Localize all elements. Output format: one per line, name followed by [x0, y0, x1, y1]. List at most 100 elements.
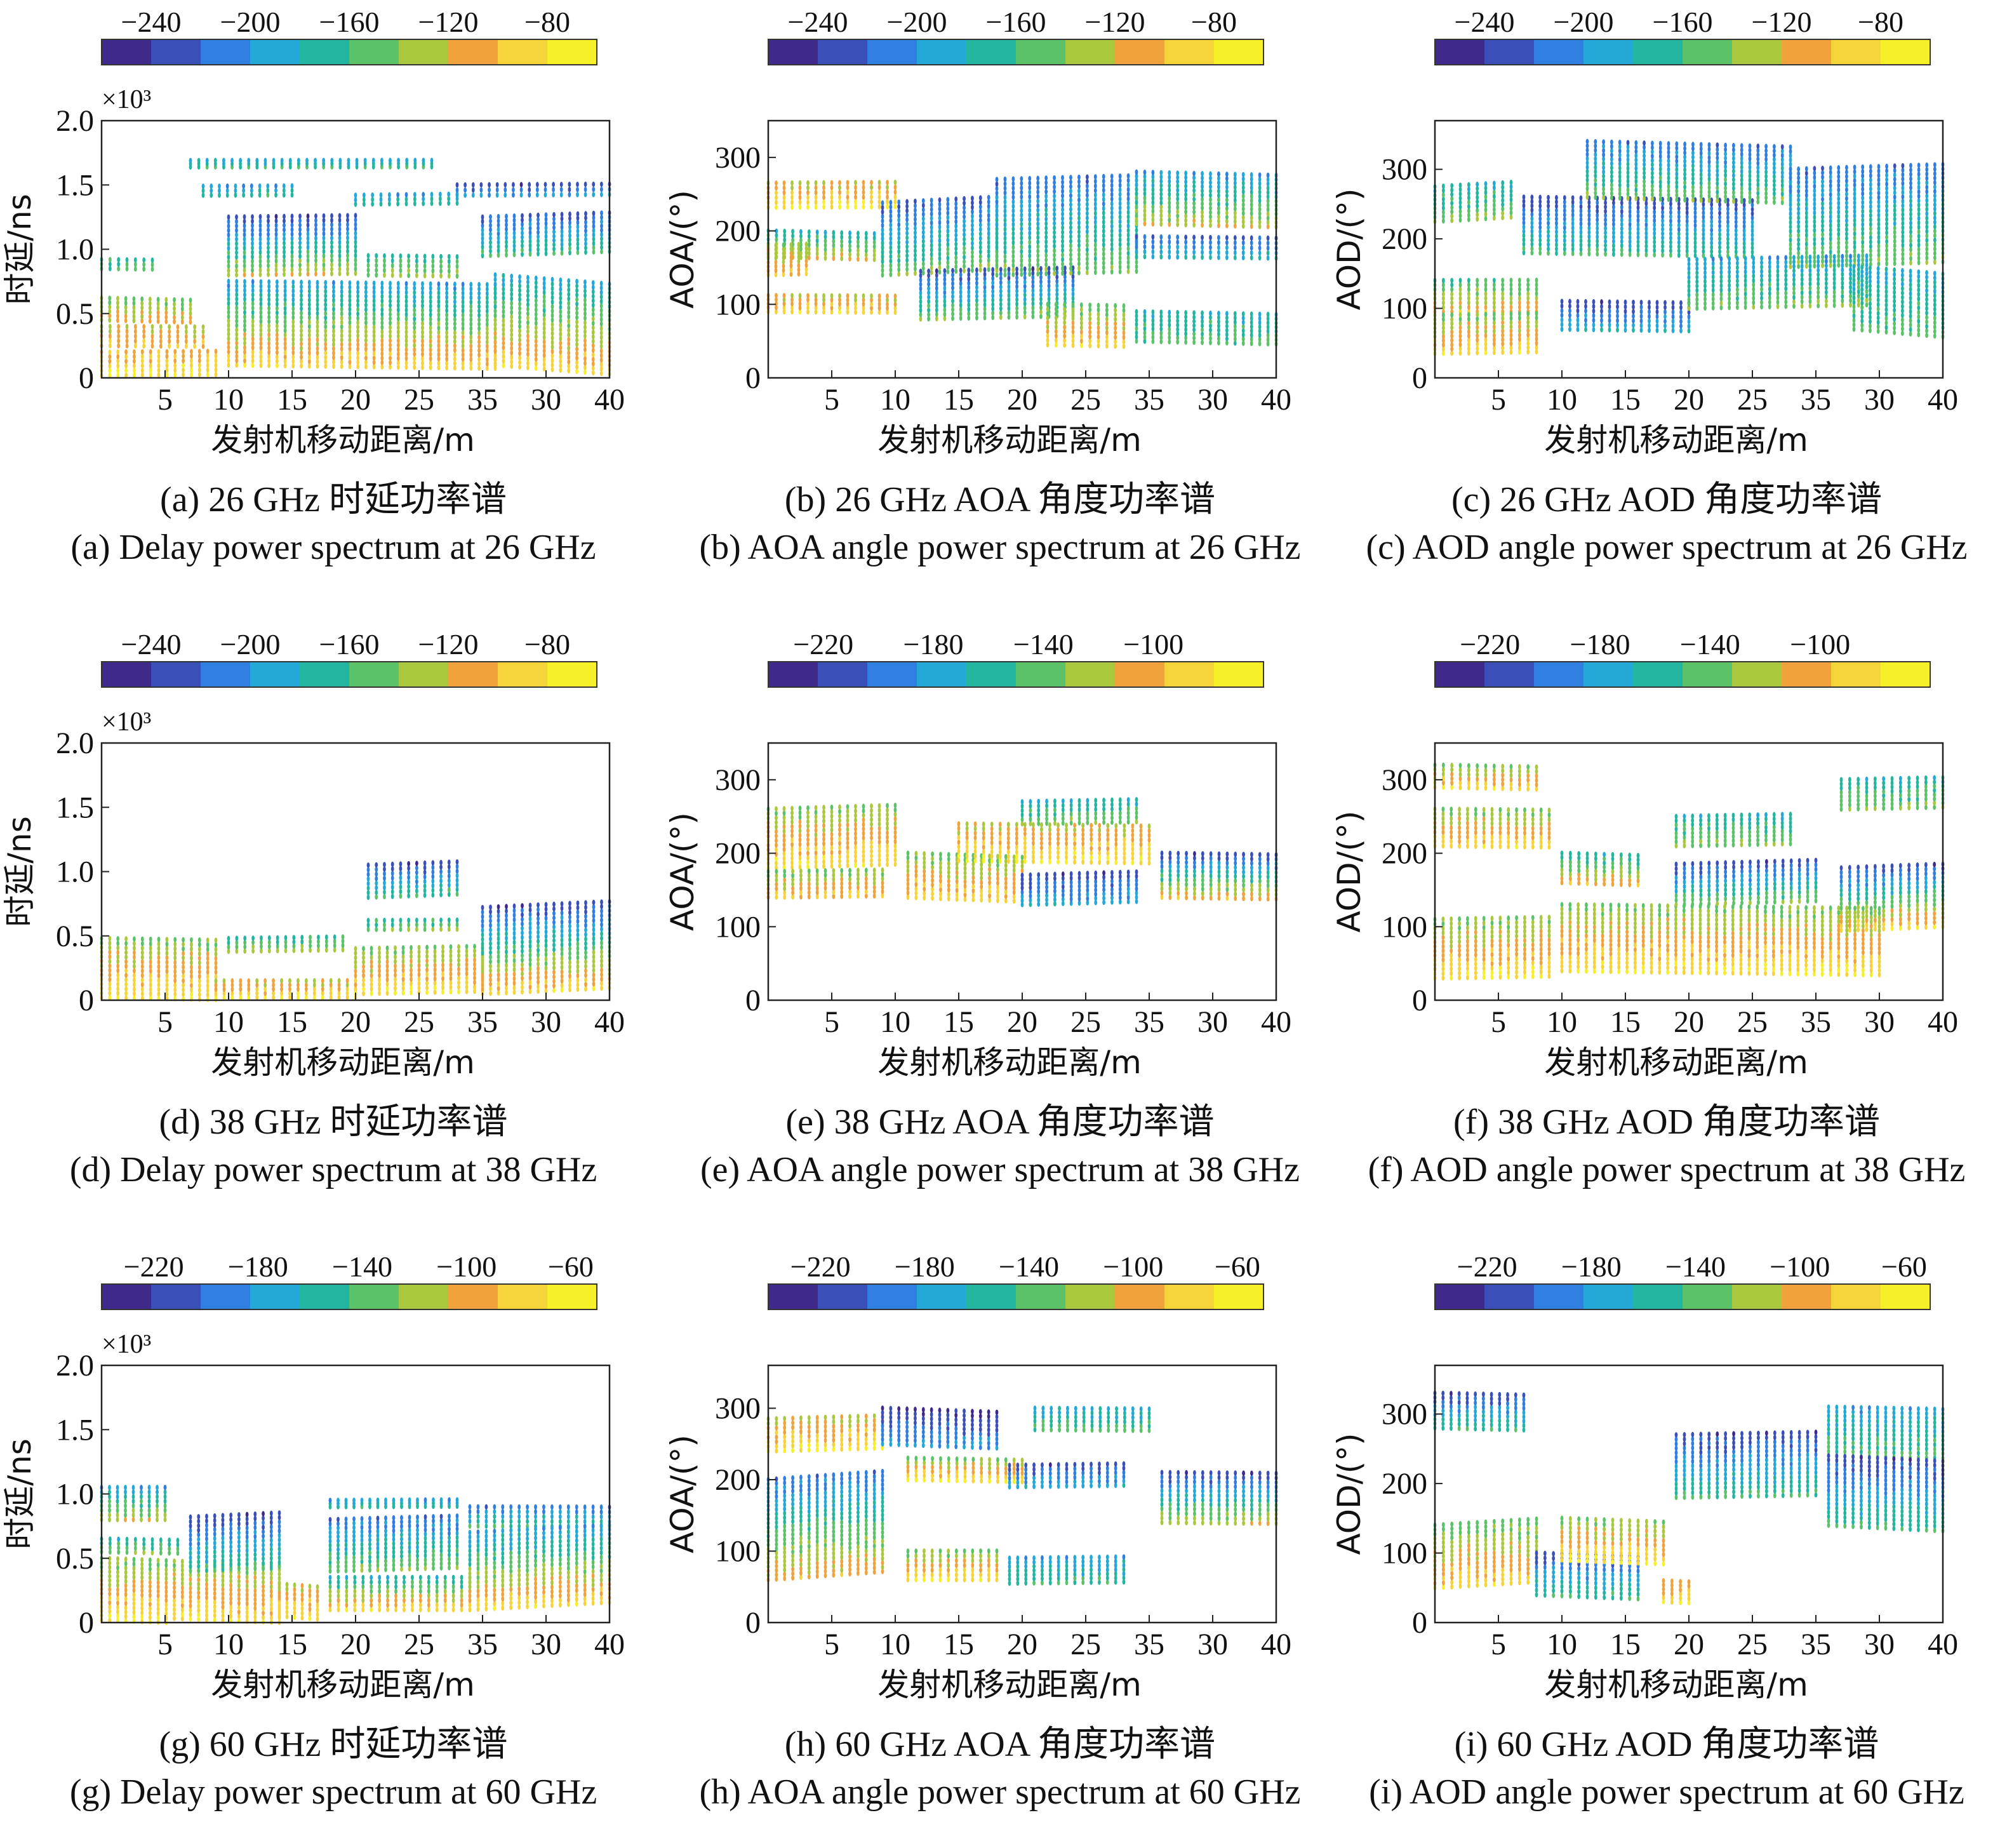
data-point [1476, 312, 1479, 317]
data-point [1102, 210, 1105, 215]
data-point [1234, 235, 1237, 240]
data-point [1086, 261, 1089, 266]
data-point [1159, 170, 1163, 175]
data-point [1234, 245, 1237, 250]
data-point [134, 257, 137, 262]
x-tick-label: 10 [213, 383, 244, 417]
data-point [338, 213, 342, 218]
data-point [1036, 267, 1039, 272]
data-point [157, 354, 161, 359]
data-point [173, 358, 177, 363]
data-point [808, 229, 811, 234]
data-point [838, 199, 841, 204]
data-point [1020, 199, 1023, 204]
data-point [1053, 239, 1056, 244]
data-point [528, 182, 531, 187]
data-point [854, 204, 857, 210]
data-point [456, 187, 459, 192]
data-point [592, 192, 595, 197]
data-point [215, 358, 218, 363]
data-point [1094, 238, 1097, 243]
data-point [198, 367, 201, 372]
data-point [1679, 328, 1683, 333]
data-point [1242, 245, 1245, 250]
colorbar-segment [768, 39, 818, 65]
data-point [1201, 255, 1204, 260]
data-point [383, 268, 386, 273]
data-point [1004, 240, 1007, 245]
data-point [894, 199, 897, 204]
data-point [1004, 191, 1007, 196]
data-point [1192, 255, 1196, 260]
data-point [1459, 312, 1462, 318]
data-point [1086, 220, 1089, 225]
data-point [149, 349, 152, 354]
data-point [1020, 272, 1023, 277]
data-point [1020, 258, 1023, 263]
data-point [1094, 211, 1097, 216]
data-point [870, 293, 873, 298]
x-axis-label: 发射机移动距离/m [211, 422, 475, 459]
data-point [389, 281, 392, 286]
data-point [996, 177, 999, 182]
data-point [846, 180, 850, 185]
data-point [600, 281, 603, 286]
data-point [1102, 187, 1105, 192]
data-point [1592, 323, 1596, 328]
data-point [1094, 229, 1097, 234]
data-point [1467, 278, 1470, 283]
data-point [380, 157, 383, 163]
data-point [405, 157, 408, 163]
data-point [1242, 311, 1245, 316]
data-point [544, 192, 547, 198]
data-point [1011, 194, 1015, 199]
data-point [1242, 172, 1245, 177]
data-point [151, 344, 154, 349]
data-point [173, 368, 177, 373]
data-point [1110, 183, 1114, 188]
data-point [878, 180, 881, 185]
data-point [193, 329, 196, 334]
data-point [1094, 224, 1097, 229]
data-point [815, 293, 818, 298]
data-point [1600, 318, 1603, 323]
data-point [1600, 323, 1603, 328]
y-tick-label: 2.0 [56, 104, 94, 138]
data-point [1584, 299, 1587, 304]
data-point [1467, 182, 1470, 187]
data-point [822, 293, 825, 298]
data-point [862, 185, 865, 190]
data-point [182, 358, 185, 363]
data-point [1258, 172, 1262, 177]
data-point [822, 199, 825, 204]
data-point [1493, 180, 1496, 185]
data-point [1102, 220, 1105, 225]
data-point [1008, 267, 1011, 272]
data-point [198, 358, 201, 363]
colorbar-tick-label: −120 [418, 6, 479, 38]
data-point [1258, 250, 1262, 255]
data-point [1094, 220, 1097, 225]
data-point [1044, 271, 1048, 276]
data-point [1069, 202, 1072, 207]
data-point [1119, 187, 1122, 192]
data-point [477, 282, 481, 287]
data-point [1020, 185, 1023, 191]
y-tick-label: 1.0 [56, 233, 94, 267]
y-tick-label: 100 [715, 288, 761, 321]
data-point [391, 258, 394, 263]
data-point [1119, 269, 1122, 274]
data-point [215, 372, 218, 377]
data-point [1044, 234, 1048, 239]
data-point [448, 259, 451, 264]
data-point [431, 258, 434, 264]
data-point [429, 281, 432, 286]
data-point [1209, 240, 1212, 245]
data-point [190, 358, 193, 363]
data-point [1086, 206, 1089, 211]
data-point [568, 182, 571, 187]
data-point [1672, 319, 1675, 324]
data-point [259, 214, 262, 219]
data-point [1053, 180, 1056, 185]
data-point [1011, 272, 1015, 277]
